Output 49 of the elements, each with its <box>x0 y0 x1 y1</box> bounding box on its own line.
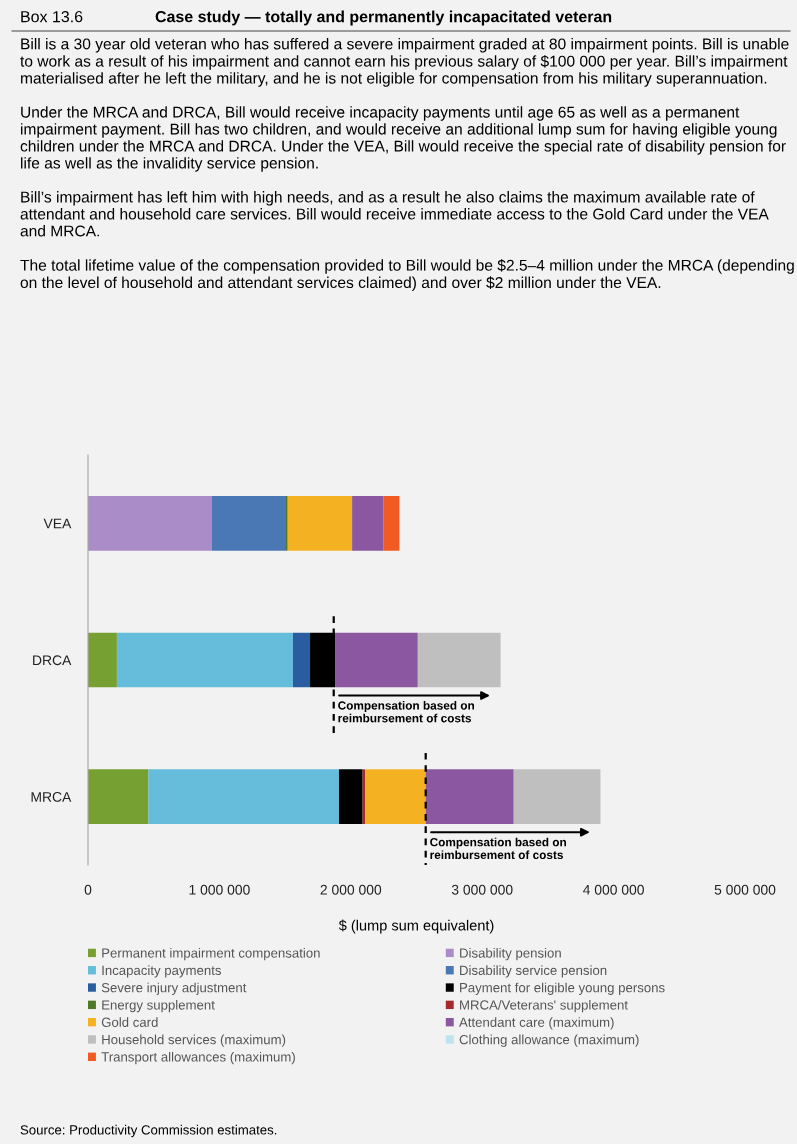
bar <box>211 496 286 551</box>
legend-label: MRCA/Veterans' supplement <box>460 999 628 1013</box>
bar <box>287 496 353 551</box>
bar <box>338 769 363 824</box>
y-tick-label: MRCA <box>31 792 72 802</box>
source-note: Source: Productivity Commission estimates. <box>20 1124 277 1138</box>
text: Under the MRCA and DRCA, Bill would receive incapacity payments until age 65 as well as a permanent impairment payment. Bill has two children, and would receive an additional lump sum for having eligible young children under the MRCA and DRCA. Under the VEA, Bill would receive the special rate of disability pension for life as well as the invalidity service pension. <box>20 106 786 172</box>
legend-label: Disability service pension <box>460 965 607 978</box>
y-tick-label: VEA <box>43 518 72 529</box>
legend-label: Energy supplement <box>102 999 215 1013</box>
legend-label: Disability pension <box>460 948 561 961</box>
bar <box>88 496 212 551</box>
x-tick-label: 5 000 000 <box>714 884 776 895</box>
legend-label: Payment for eligible young persons <box>460 982 665 995</box>
legend-label: Attendant care (maximum) <box>459 1017 614 1030</box>
bar <box>513 769 601 824</box>
legend-label: Transport allowances (maximum) <box>101 1051 295 1065</box>
legend-label: Severe injury adjustment <box>101 982 247 995</box>
text: Bill is a 30 year old veteran who has suffered a severe impairment graded at 80 impairment points. Bill is unable to work as a result of his impairment and cannot earn his previous salary of $100 000 per year. Bill’s impairment materialised after he left the military, and he is not eligible for compensation from his military superannuation. <box>20 38 789 87</box>
ref-line-label: Compensation based on reimbursement of costs <box>430 837 566 860</box>
text: Bill’s impairment has left him with high needs, and as a result he also claims the maximum available rate of attendant and household care services. Bill would receive immediate access to the Gold Card under the VEA and MRCA. <box>20 191 769 237</box>
bar <box>352 496 384 551</box>
y-tick-label: DRCA <box>33 655 72 666</box>
bar <box>88 632 117 688</box>
chart-subtitle: Box 13.6 <box>21 10 83 23</box>
bar <box>365 769 426 824</box>
x-tick-label: 1 000 000 <box>189 884 250 895</box>
bar <box>425 769 514 824</box>
bar <box>383 496 400 551</box>
x-tick-label: 2 000 000 <box>320 884 382 895</box>
bar <box>148 769 339 824</box>
legend-label: Household services (maximum) <box>102 1034 286 1047</box>
chart-title: Case study — totally and permanently incapacitated veteran <box>155 10 612 26</box>
legend-label: Permanent impairment compensation <box>102 948 320 961</box>
x-tick-label: 3 000 000 <box>451 884 513 895</box>
bar <box>417 632 501 688</box>
bar <box>116 632 293 688</box>
text: The total lifetime value of the compensation provided to Bill would be $2.5–4 million under the MRCA (depending on the level of household and attendant services claimed) and over $2 million under the VEA. <box>20 259 794 292</box>
bar <box>88 769 149 824</box>
legend-label: Gold card <box>101 1017 158 1027</box>
x-axis-title: $ (lump sum equivalent) <box>338 919 494 934</box>
legend-label: Incapacity payments <box>102 965 221 978</box>
bar <box>285 496 288 551</box>
x-tick-label: 0 <box>84 884 92 895</box>
x-tick-label: 4 000 000 <box>583 884 644 895</box>
legend-label: Clothing allowance (maximum) <box>459 1034 639 1047</box>
bar <box>292 632 311 688</box>
bar <box>335 632 418 688</box>
ref-line-label: Compensation based on reimbursement of costs <box>338 701 475 723</box>
